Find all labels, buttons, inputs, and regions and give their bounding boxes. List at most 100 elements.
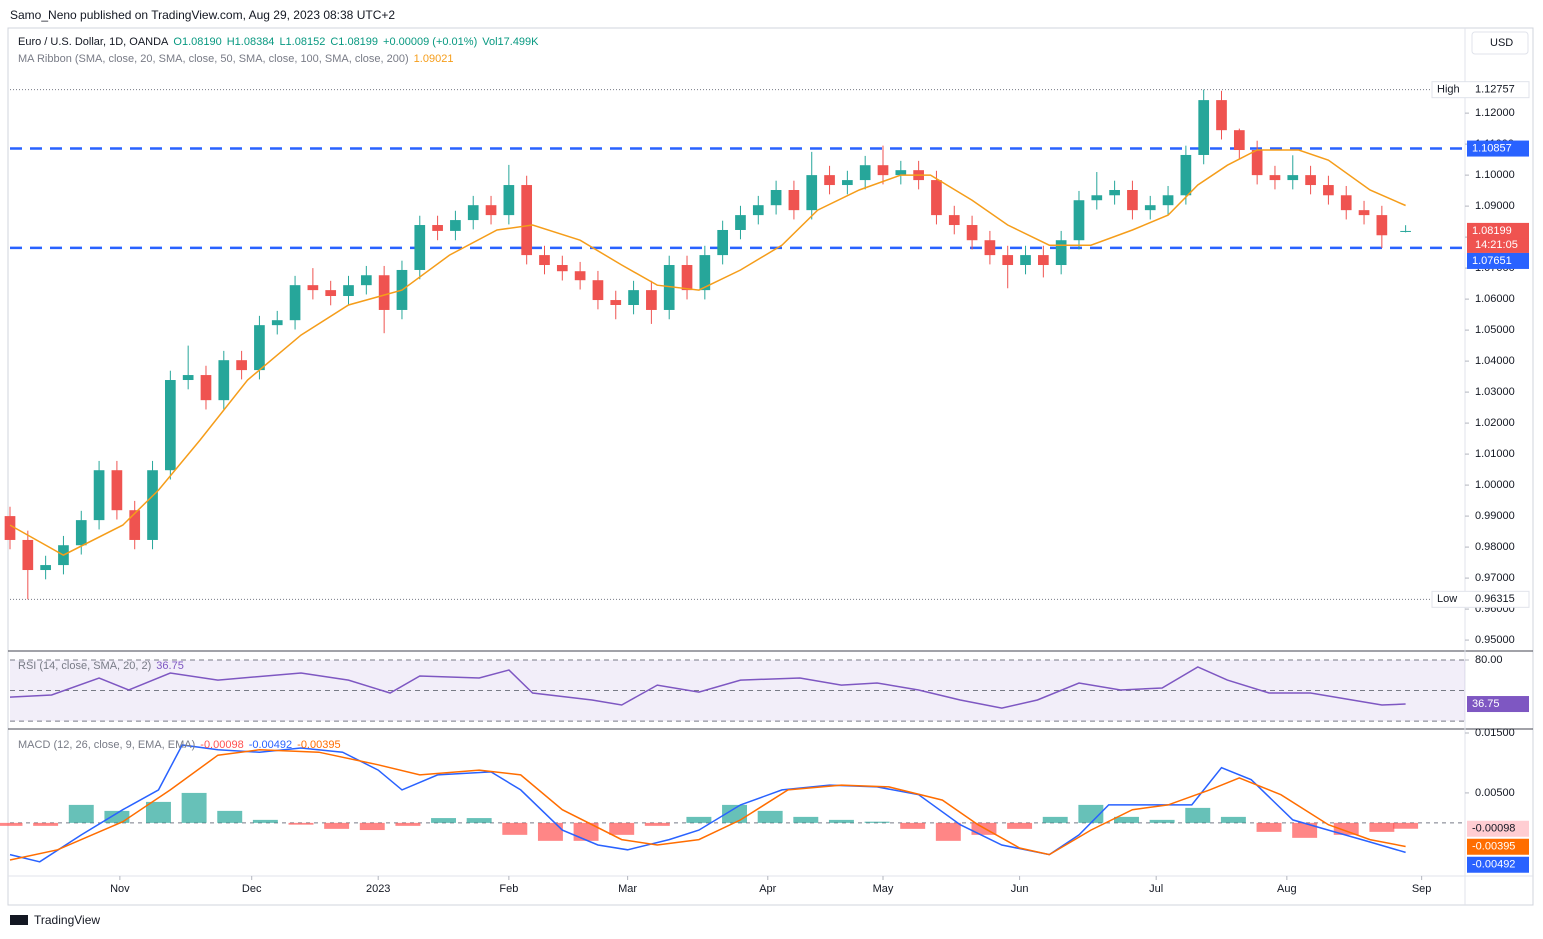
- candle-body: [592, 280, 604, 301]
- candle-body: [1358, 210, 1370, 216]
- candle-body: [200, 375, 212, 401]
- histogram-bar: [1369, 822, 1395, 832]
- candle-body: [414, 225, 426, 270]
- candle-body: [218, 360, 230, 401]
- candle-body: [1091, 195, 1103, 201]
- level-value-box: [1467, 252, 1529, 269]
- y-tick-label: 1.00000: [1475, 479, 1515, 491]
- histogram-bar: [757, 810, 783, 823]
- candle-body: [824, 175, 835, 186]
- histogram-bar: [33, 822, 59, 826]
- candle-body: [165, 380, 176, 471]
- candle-body: [681, 265, 693, 291]
- ohlc-legend: O1.08190: [173, 36, 222, 48]
- histogram-bar: [1333, 822, 1359, 835]
- candle-body: [111, 470, 123, 511]
- histogram-bar: [1220, 816, 1246, 823]
- ohlc-legend: Vol17.499K: [482, 36, 539, 48]
- histogram-bar: [1114, 816, 1139, 823]
- currency[interactable]: USD: [1490, 37, 1513, 49]
- x-tick-label: Dec: [242, 883, 262, 895]
- ohlc-legend: H1.08384: [226, 36, 275, 48]
- low-tag: [1431, 590, 1530, 608]
- y-tick-label: 1.10000: [1475, 169, 1515, 181]
- candle-body: [1127, 190, 1138, 211]
- candle-body: [432, 225, 443, 231]
- candle-body: [75, 520, 87, 546]
- y-tick-label: 1.02000: [1475, 417, 1515, 429]
- macd-value-tag-box: [1467, 838, 1529, 855]
- histogram-bar: [1149, 819, 1175, 823]
- candle-body: [859, 165, 871, 181]
- y-tick-label: 0.01500: [1475, 727, 1515, 739]
- rsi-value-tag: 36.75: [1472, 698, 1500, 710]
- currency-button[interactable]: [1471, 31, 1529, 55]
- histogram-bar: [644, 822, 670, 826]
- histogram-bar: [900, 822, 926, 829]
- histogram-bar: [1256, 822, 1282, 832]
- line: [9, 666, 1406, 709]
- candle-body: [450, 220, 461, 231]
- level-value-box: [1467, 140, 1529, 157]
- candle-body: [182, 375, 194, 381]
- ma-value: 1.09021: [413, 53, 454, 65]
- x-tick-label: Sep: [1412, 883, 1432, 895]
- histogram-bar: [1078, 804, 1104, 823]
- macd-value-tag-box: [1467, 856, 1529, 873]
- candle-body: [574, 271, 586, 281]
- candle-body: [343, 285, 354, 297]
- y-tick-label: 1.05000: [1475, 324, 1515, 336]
- macd-value: -0.00492: [248, 739, 293, 751]
- histogram-bar: [359, 822, 385, 831]
- histogram-bar: [145, 801, 171, 823]
- candle-body: [1109, 190, 1120, 196]
- brand: TradingView: [34, 913, 100, 927]
- candle-body: [806, 175, 818, 211]
- candle-body: [752, 205, 764, 216]
- candle-body: [610, 300, 622, 305]
- y-tick-label: 1.01000: [1475, 448, 1515, 460]
- level-value: 1.10857: [1472, 142, 1512, 154]
- high-tag: [1431, 81, 1530, 99]
- candle-body: [485, 205, 497, 216]
- high-value: 1.12757: [1475, 84, 1515, 96]
- histogram-bar: [864, 821, 890, 823]
- x-tick-label: Apr: [759, 883, 776, 895]
- x-tick-label: Jul: [1149, 883, 1163, 895]
- macd-value-tag: -0.00395: [1472, 841, 1515, 853]
- histogram-bar: [288, 822, 314, 825]
- histogram-bar: [324, 822, 350, 829]
- y-tick-label: 1.06000: [1475, 293, 1515, 305]
- candle-body: [895, 170, 907, 176]
- histogram-bar: [722, 804, 748, 823]
- line: [9, 149, 1406, 556]
- y-tick-label: 1.09000: [1475, 200, 1515, 212]
- y-tick-label: 1.04000: [1475, 355, 1515, 367]
- candle-body: [1340, 195, 1352, 211]
- histogram-bar: [431, 818, 457, 823]
- candle-body: [931, 180, 942, 216]
- x-tick-label: May: [873, 883, 894, 895]
- x-tick-label: Feb: [499, 883, 518, 895]
- candle-body: [1020, 255, 1031, 266]
- x-tick-label: Nov: [110, 883, 130, 895]
- macd-value-tag: -0.00492: [1472, 859, 1515, 871]
- macd-signal-value: -0.00395: [297, 739, 341, 751]
- candle-body: [1144, 205, 1156, 211]
- y-tick-label: 0.97000: [1475, 572, 1515, 584]
- histogram-bar: [828, 819, 854, 823]
- low-label: Low: [1437, 593, 1457, 605]
- candle-body: [1038, 255, 1049, 266]
- candle-body: [699, 255, 711, 291]
- histogram-bar: [217, 810, 243, 823]
- candle-body: [40, 565, 51, 571]
- countdown: 14:21:05: [1475, 239, 1518, 251]
- y-tick-label: 1.12000: [1475, 107, 1515, 119]
- histogram-bar: [935, 822, 961, 841]
- macd-title: MACD (12, 26, close, 9, EMA, EMA): [18, 739, 196, 751]
- candle-body: [788, 190, 800, 211]
- candle-body: [325, 290, 337, 297]
- y-tick-label: 0.98000: [1475, 541, 1515, 553]
- histogram-bar: [466, 818, 492, 823]
- x-tick-label: 2023: [366, 883, 390, 895]
